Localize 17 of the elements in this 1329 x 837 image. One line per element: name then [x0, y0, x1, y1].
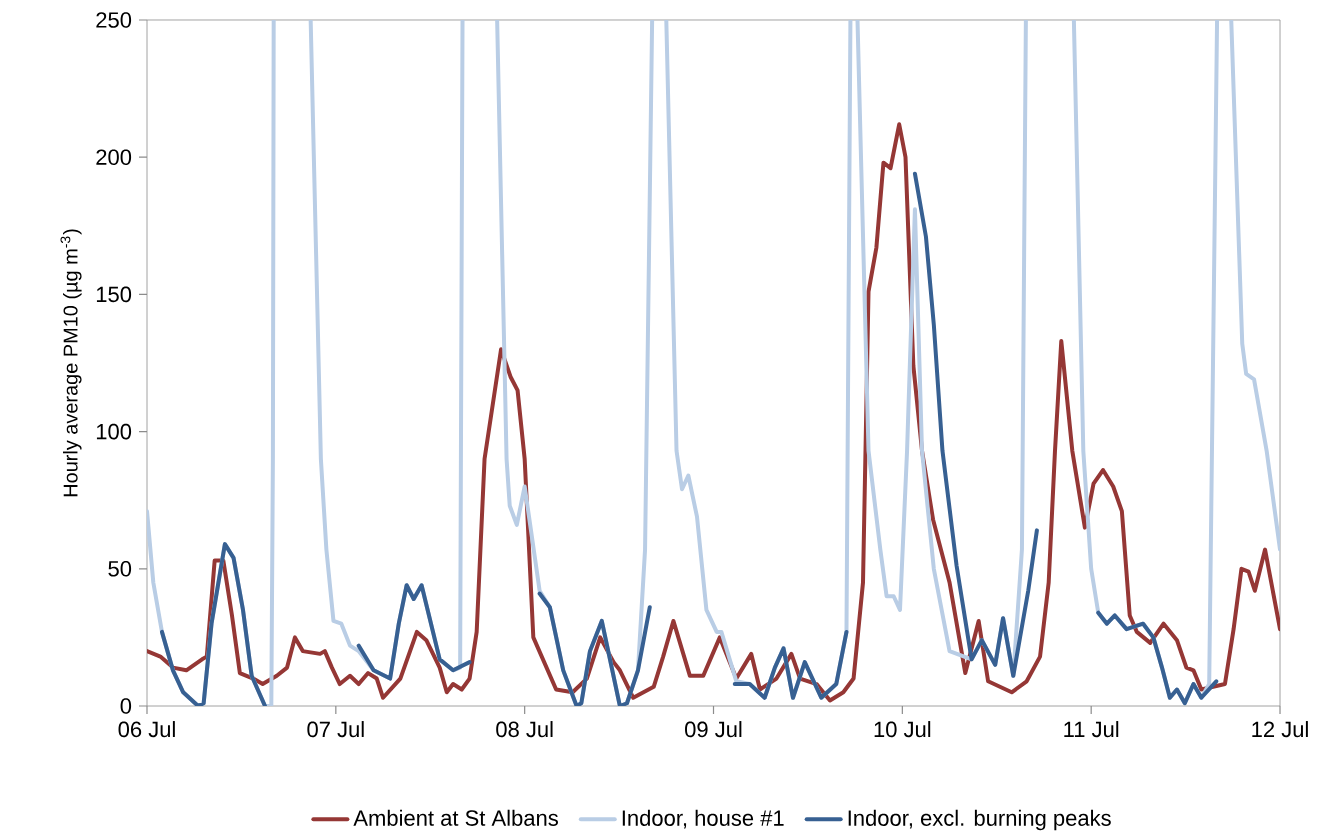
y-tick-label: 50 [108, 561, 132, 577]
x-tick-label: 07 Jul [307, 721, 364, 738]
x-tick-label: 09 Jul [685, 721, 742, 738]
legend-label: Indoor, house #1 [622, 809, 784, 829]
legend-label: Ambient at St Albans [353, 809, 558, 826]
x-tick-label: 08 Jul [496, 721, 553, 738]
x-tick-label: 12 Jul [1252, 721, 1308, 738]
y-tick-label: 250 [96, 12, 132, 28]
legend-label: Indoor, excl. burning peaks [848, 809, 1111, 831]
y-axis-title: Hourly average PM10 (µg m$^{-3}$) [60, 229, 82, 497]
y-tick-label: 200 [96, 149, 132, 165]
x-tick-label: 06 Jul [118, 721, 175, 738]
y-tick-label: 100 [96, 423, 132, 440]
x-tick-label: 10 Jul [874, 721, 931, 738]
y-tick-label: 0 [120, 698, 132, 714]
x-tick-label: 11 Jul [1064, 721, 1119, 738]
y-tick-label: 150 [96, 286, 132, 303]
